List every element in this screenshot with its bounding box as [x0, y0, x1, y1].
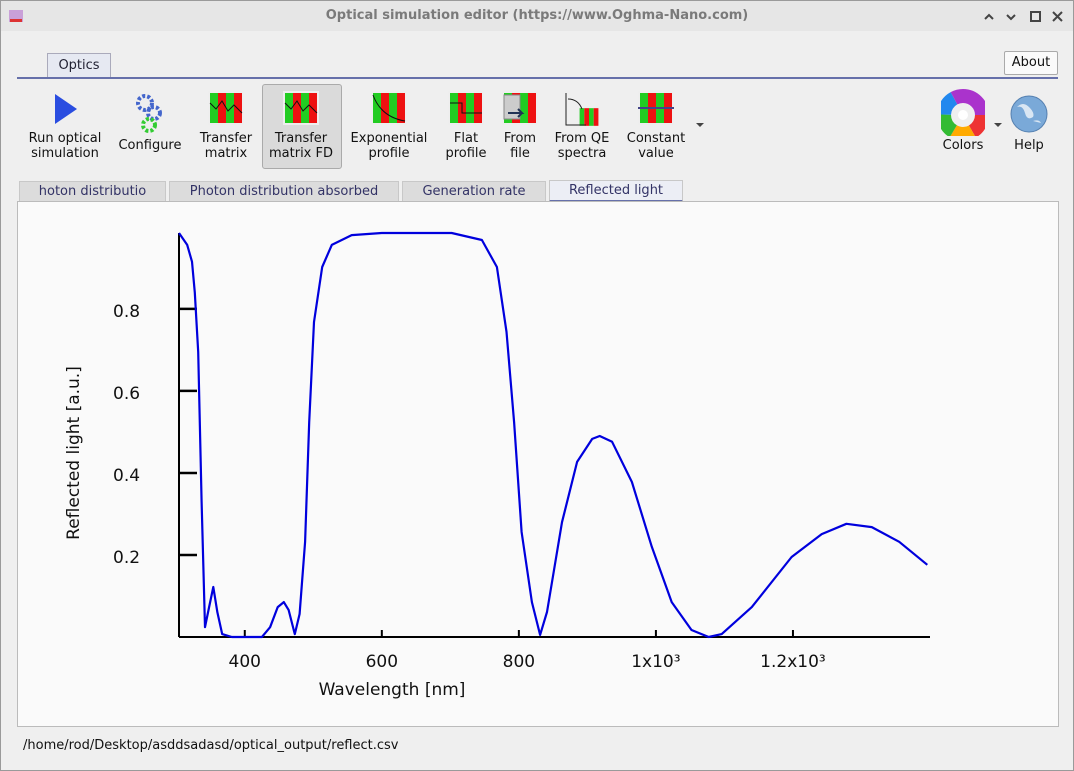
toolbar-button[interactable]: Configure: [105, 85, 195, 153]
x-tick-label: 1x10³: [631, 652, 680, 672]
button-label: profile: [445, 146, 487, 161]
icon: [136, 94, 162, 133]
x-tick-label: 800: [503, 652, 535, 672]
icon: [565, 93, 600, 127]
subtab-label: Generation rate: [422, 184, 526, 199]
x-tick-label: 400: [229, 652, 261, 672]
subtab-active[interactable]: Reflected light: [549, 180, 683, 202]
y-tick-label: 0.8: [113, 302, 140, 322]
subtab[interactable]: Photon distribution absorbed: [169, 181, 399, 203]
dropdown-arrow[interactable]: [993, 122, 1003, 128]
toolbar-button[interactable]: Transfer matrix: [181, 85, 271, 161]
status-text: /home/rod/Desktop/asddsadasd/optical_out…: [23, 738, 399, 753]
button-label: matrix FD: [269, 146, 333, 161]
button-label: simulation: [31, 146, 99, 161]
button-label: From QE: [554, 131, 610, 146]
toolbar-button[interactable]: Run optical simulation: [20, 85, 110, 161]
toolbar-button[interactable]: Flat profile: [421, 85, 511, 161]
title-bar: Optical simulation editor (https://www.O…: [1, 1, 1073, 31]
toolbar-button[interactable]: Colors: [918, 85, 1008, 153]
icon: [371, 91, 407, 125]
y-tick-label: 0.6: [113, 384, 140, 404]
dropdown-arrow[interactable]: [695, 122, 705, 128]
icon: [448, 91, 484, 125]
tab-label: Optics: [58, 58, 100, 73]
icon: [941, 89, 985, 136]
button-label: value: [638, 146, 674, 161]
icon: [638, 91, 674, 125]
subtab[interactable]: hoton distributio: [19, 181, 166, 203]
icon: [502, 91, 538, 125]
x-axis-label: Wavelength [nm]: [319, 680, 466, 700]
toolbar-button[interactable]: Transfer matrix FD: [256, 85, 346, 161]
chart: Wavelength [nm] Reflected light [a.u.] 4…: [64, 231, 930, 700]
button-label: Transfer: [199, 131, 253, 146]
x-tick-label: 600: [366, 652, 398, 672]
data-line: [178, 231, 928, 639]
icon: [283, 91, 319, 125]
about-label: About: [1011, 55, 1051, 70]
subtab[interactable]: Generation rate: [402, 181, 546, 203]
toolbar-button[interactable]: Exponential profile: [344, 85, 434, 161]
button-label: Constant: [626, 131, 686, 146]
button-label: Flat: [453, 131, 479, 146]
x-tick-label: 1.2x10³: [760, 652, 826, 672]
app-icon: [9, 10, 23, 22]
button-label: Exponential: [350, 131, 428, 146]
y-tick-label: 0.2: [113, 548, 140, 568]
toolbar-button[interactable]: From QE spectra: [537, 85, 627, 161]
tab-underline: [17, 77, 1058, 79]
subtab-label: Reflected light: [568, 183, 664, 198]
button-label: matrix: [204, 146, 248, 161]
subtab-label: Photon distribution absorbed: [189, 184, 379, 199]
button-label: From: [503, 131, 537, 146]
window-title: Optical simulation editor (https://www.O…: [325, 8, 749, 23]
icon: [55, 94, 77, 124]
button-label: Colors: [942, 138, 984, 153]
tab[interactable]: Optics: [47, 53, 111, 78]
window-controls[interactable]: [981, 9, 1066, 25]
toolbar-button[interactable]: Help: [984, 85, 1074, 153]
toolbar-button[interactable]: Constant value: [611, 85, 701, 161]
button-label: Help: [1014, 138, 1044, 153]
button-label: Run optical: [28, 131, 102, 146]
button-label: file: [510, 146, 530, 161]
y-axis-label: Reflected light [a.u.]: [64, 366, 84, 540]
plot-panel: Wavelength [nm] Reflected light [a.u.] 4…: [17, 201, 1059, 727]
about-button[interactable]: About: [1004, 51, 1058, 75]
toolbar-button[interactable]: From file: [475, 85, 565, 161]
button-label: spectra: [557, 146, 607, 161]
icon: [1010, 95, 1048, 133]
button-label: Transfer: [274, 131, 328, 146]
status-path: /home/rod/Desktop/asddsadasd/optical_out…: [23, 738, 399, 753]
button-label: profile: [368, 146, 410, 161]
y-tick-label: 0.4: [113, 466, 140, 486]
subtab-label: hoton distributio: [38, 184, 147, 199]
icon: [208, 91, 244, 125]
button-label: Configure: [118, 138, 182, 153]
